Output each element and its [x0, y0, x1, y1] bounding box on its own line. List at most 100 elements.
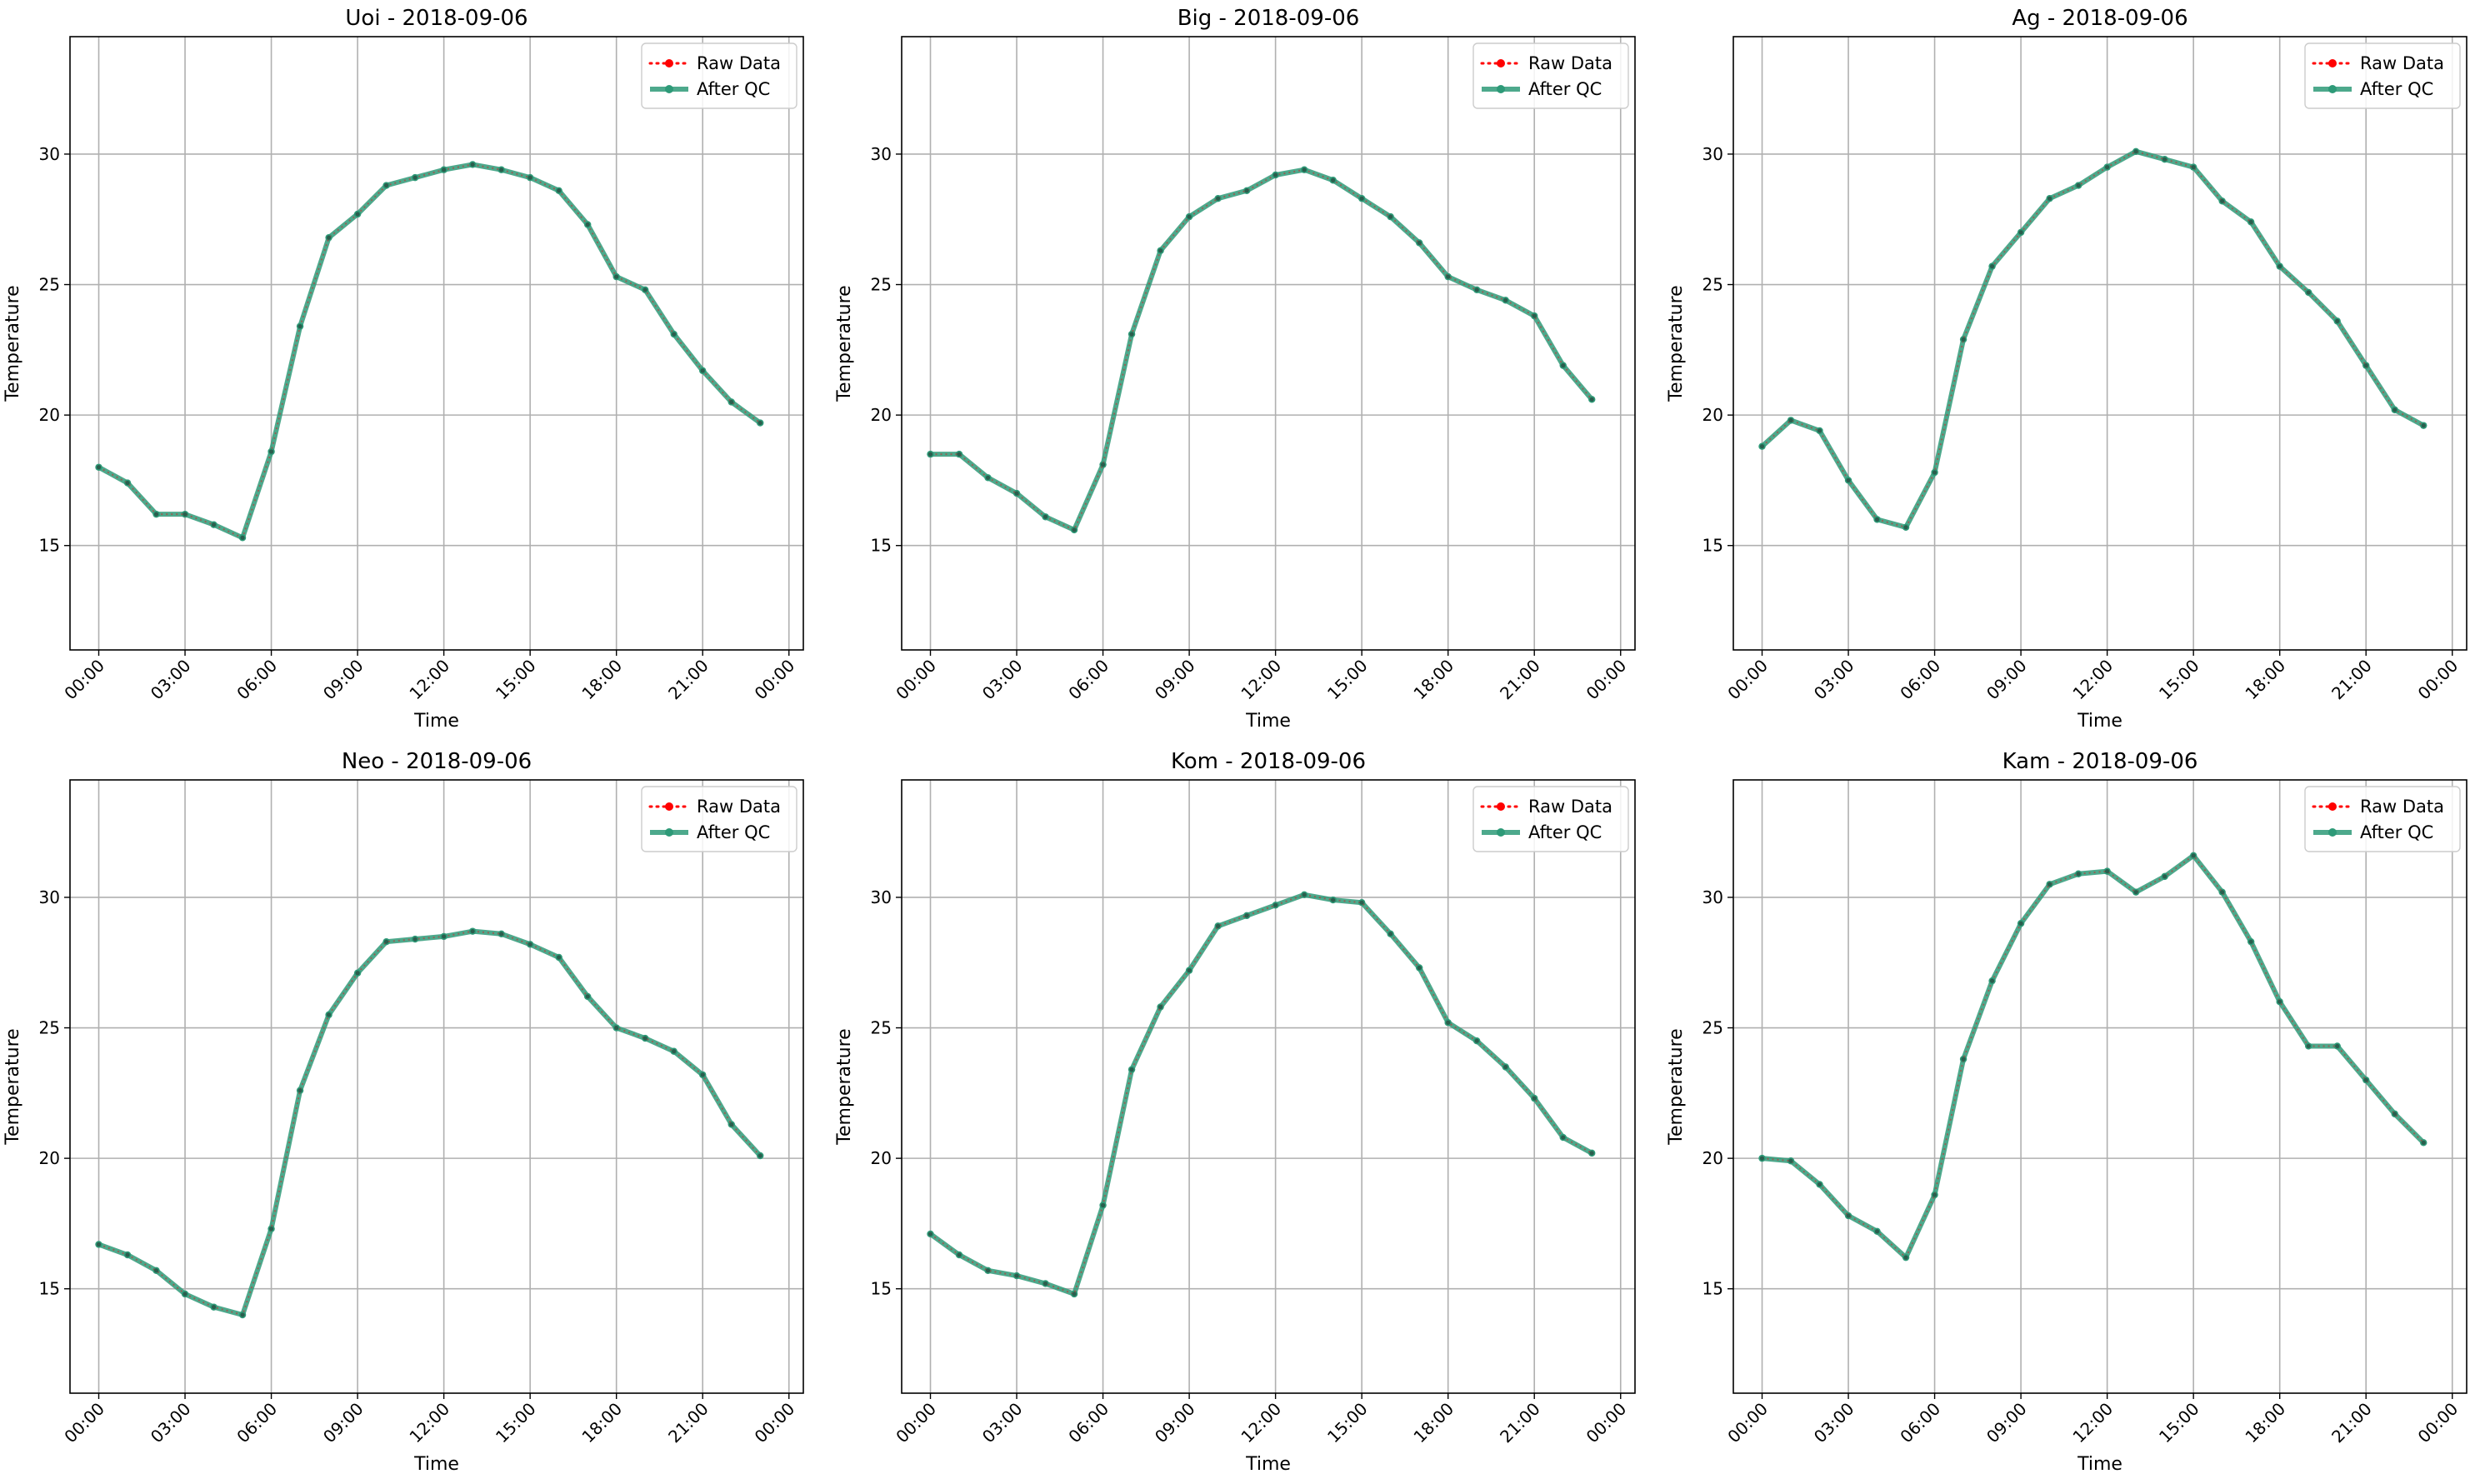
x-tick-label: 09:00: [1982, 656, 2031, 704]
legend-qc-marker: [2328, 85, 2337, 93]
raw-point: [1561, 1135, 1566, 1140]
raw-point: [1244, 913, 1249, 918]
x-tick-label: 15:00: [2155, 1399, 2203, 1447]
x-tick-label: 18:00: [1409, 1399, 1458, 1447]
x-tick-label: 12:00: [405, 656, 453, 704]
raw-point: [2306, 1043, 2311, 1049]
raw-point: [585, 994, 590, 999]
x-tick-label: 00:00: [2414, 656, 2462, 704]
x-tick-label: 06:00: [1896, 1399, 1944, 1447]
raw-point: [1903, 1255, 1908, 1260]
subplot-title: Ag - 2018-09-06: [2012, 6, 2188, 31]
x-tick-label: 06:00: [1896, 656, 1944, 704]
series-after-qc-line: [1760, 148, 2425, 530]
x-tick-label: 09:00: [1151, 1399, 1199, 1447]
x-tick-label: 00:00: [60, 656, 108, 704]
raw-point: [2105, 164, 2110, 170]
y-tick-label: 30: [39, 887, 60, 907]
raw-point: [1302, 892, 1307, 897]
raw-point: [1932, 470, 1938, 475]
legend-box: [1472, 786, 1629, 852]
series-raw-line: [1762, 854, 2424, 1259]
raw-point: [700, 368, 705, 373]
x-tick-label: 15:00: [492, 1399, 540, 1447]
raw-point: [1932, 1192, 1938, 1197]
raw-point: [585, 222, 590, 227]
x-tick-label: 15:00: [492, 656, 540, 704]
raw-point: [2306, 290, 2311, 295]
raw-point: [1874, 1229, 1880, 1234]
y-tick-label: 30: [871, 144, 892, 164]
legend-qc-marker: [2328, 828, 2337, 837]
raw-point: [2191, 853, 2196, 858]
raw-point: [2220, 198, 2225, 203]
x-axis-label: Time: [413, 711, 459, 732]
raw-point: [1273, 902, 1278, 907]
raw-point: [2278, 999, 2282, 1004]
legend-qc-label: After QC: [2360, 822, 2433, 842]
legend-box: [2304, 42, 2461, 109]
x-tick-label: 06:00: [1064, 656, 1112, 704]
y-tick-label: 25: [39, 275, 60, 295]
raw-point: [2191, 164, 2196, 170]
y-tick-label: 15: [39, 1279, 60, 1299]
x-tick-label: 00:00: [751, 1399, 799, 1447]
series-raw-line: [929, 893, 1592, 1296]
subplot-6: Kam - 2018-09-06 15 20 25 30 00:00 03:00 06:00 0…: [1666, 749, 2468, 1475]
x-tick-label: 00:00: [1723, 656, 1772, 704]
y-tick-label: 25: [1702, 1018, 1723, 1038]
raw-point: [384, 939, 389, 944]
legend-raw-marker: [1497, 802, 1505, 811]
x-tick-label: 15:00: [1323, 1399, 1372, 1447]
y-tick-label: 15: [39, 536, 60, 556]
raw-point: [1129, 1067, 1134, 1072]
raw-point: [1846, 1213, 1851, 1218]
y-tick-label: 25: [39, 1018, 60, 1038]
x-tick-label: 21:00: [664, 656, 712, 704]
x-tick-label: 00:00: [892, 656, 940, 704]
legend: Raw Data After QC: [1472, 42, 1629, 109]
subplot-title: Neo - 2018-09-06: [342, 749, 532, 774]
subplot-1: Uoi - 2018-09-06 15 20 25 30 00:00 03:00 06:00 0…: [2, 6, 804, 732]
x-tick-label: 18:00: [578, 656, 626, 704]
legend-qc-label: After QC: [697, 79, 770, 99]
raw-point: [642, 287, 648, 292]
raw-point: [211, 1305, 217, 1310]
subplot-title: Big - 2018-09-06: [1178, 6, 1360, 31]
raw-point: [758, 1153, 762, 1158]
y-tick-label: 20: [39, 405, 60, 425]
subplot-title: Uoi - 2018-09-06: [345, 6, 528, 31]
raw-point: [1244, 188, 1249, 193]
raw-point: [412, 175, 418, 180]
raw-point: [2076, 872, 2081, 877]
raw-point: [1042, 1281, 1048, 1287]
raw-point: [1503, 1064, 1508, 1070]
x-tick-label: 15:00: [2155, 656, 2203, 704]
subplot-title: Kom - 2018-09-06: [1171, 749, 1366, 774]
raw-point: [412, 937, 418, 942]
raw-point: [326, 235, 332, 240]
x-tick-label: 21:00: [664, 1399, 712, 1447]
raw-point: [1474, 1038, 1479, 1043]
raw-point: [1158, 248, 1163, 253]
x-tick-label: 00:00: [1582, 656, 1631, 704]
raw-point: [499, 167, 504, 172]
raw-point: [1216, 196, 1221, 201]
x-axis-label: Time: [1245, 711, 1291, 732]
y-tick-label: 30: [1702, 887, 1723, 907]
raw-point: [1817, 1182, 1822, 1187]
y-axis-label: Temperature: [834, 285, 855, 402]
raw-point: [153, 1268, 159, 1273]
raw-point: [470, 162, 475, 167]
raw-point: [2076, 182, 2081, 188]
series-raw-line: [98, 163, 761, 539]
legend-raw-label: Raw Data: [697, 53, 781, 73]
raw-point: [928, 1232, 933, 1237]
raw-point: [957, 452, 962, 457]
x-tick-label: 00:00: [892, 1399, 940, 1447]
raw-point: [1273, 172, 1278, 177]
legend-box: [641, 786, 798, 852]
legend-raw-label: Raw Data: [2360, 53, 2444, 73]
raw-point: [1474, 287, 1479, 292]
series-raw-line: [98, 930, 761, 1317]
